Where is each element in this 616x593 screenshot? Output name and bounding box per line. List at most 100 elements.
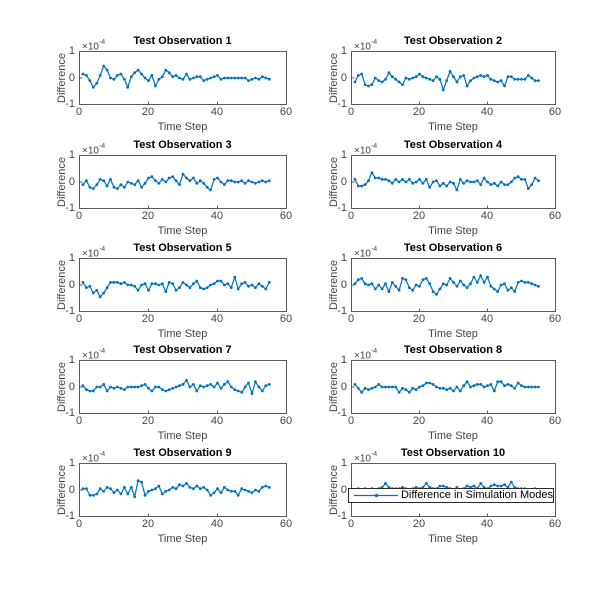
data-point-marker bbox=[247, 179, 250, 183]
y-tick-label: -1 bbox=[337, 510, 347, 522]
y-axis-exponent: ×10-4 bbox=[82, 451, 105, 464]
data-point-marker bbox=[363, 83, 367, 86]
y-exponent-base: ×10 bbox=[354, 145, 371, 157]
data-point-marker bbox=[438, 287, 442, 291]
data-point-marker bbox=[136, 479, 140, 483]
data-point-marker bbox=[229, 385, 233, 389]
data-point-marker bbox=[181, 172, 185, 176]
y-tick-label: -1 bbox=[65, 510, 75, 522]
data-point-marker bbox=[226, 179, 230, 183]
data-point-marker bbox=[353, 282, 357, 286]
data-point-marker bbox=[475, 75, 479, 79]
y-exponent-power: -4 bbox=[98, 143, 106, 150]
data-point-marker bbox=[136, 288, 140, 292]
legend-label: Difference in Simulation Modes bbox=[400, 489, 553, 501]
data-point-marker bbox=[102, 64, 106, 68]
data-point-marker bbox=[360, 390, 364, 394]
data-point-marker bbox=[370, 171, 374, 175]
data-point-marker bbox=[102, 291, 106, 295]
data-point-marker bbox=[212, 178, 216, 181]
y-tick-label: -1 bbox=[65, 202, 75, 214]
data-point-marker bbox=[88, 185, 92, 189]
data-point-marker bbox=[167, 71, 171, 75]
data-point-marker bbox=[195, 75, 199, 79]
data-point-marker bbox=[533, 79, 537, 82]
data-point-marker bbox=[85, 487, 88, 491]
data-point-marker bbox=[431, 290, 435, 293]
data-point-marker bbox=[147, 79, 150, 82]
x-tick-label: 40 bbox=[210, 415, 224, 427]
data-point-marker bbox=[537, 79, 540, 82]
data-point-marker bbox=[428, 282, 432, 286]
data-point-marker bbox=[435, 179, 438, 183]
data-point-marker bbox=[212, 385, 216, 389]
y-axis-exponent: ×10-4 bbox=[82, 39, 105, 52]
subplot-title: Test Observation 5 bbox=[133, 242, 232, 254]
data-point-marker bbox=[260, 486, 264, 489]
x-tick-label: 40 bbox=[480, 518, 494, 530]
data-point-marker bbox=[394, 284, 398, 288]
data-point-marker bbox=[387, 385, 391, 389]
data-point-marker bbox=[143, 181, 147, 185]
x-tick-label: 20 bbox=[141, 210, 155, 222]
y-exponent-base: ×10 bbox=[354, 248, 371, 260]
plot-area bbox=[351, 258, 556, 312]
data-point-marker bbox=[133, 183, 137, 186]
data-point-marker bbox=[209, 76, 213, 80]
plot-area bbox=[351, 360, 556, 414]
data-point-marker bbox=[509, 480, 513, 484]
data-point-marker bbox=[387, 71, 391, 75]
data-point-marker bbox=[95, 81, 99, 85]
data-point-marker bbox=[212, 75, 216, 79]
data-point-marker bbox=[370, 282, 374, 286]
data-point-marker bbox=[407, 390, 411, 394]
data-point-marker bbox=[414, 283, 418, 287]
data-point-marker bbox=[202, 287, 206, 291]
data-point-marker bbox=[223, 383, 226, 386]
data-point-marker bbox=[397, 80, 401, 84]
data-point-marker bbox=[428, 77, 432, 81]
data-point-marker bbox=[154, 487, 157, 491]
data-point-marker bbox=[458, 279, 462, 283]
data-point-marker bbox=[356, 278, 360, 282]
data-point-marker bbox=[441, 181, 445, 185]
data-point-marker bbox=[465, 484, 469, 488]
data-point-marker bbox=[462, 74, 466, 77]
data-point-marker bbox=[219, 180, 223, 184]
data-point-marker bbox=[431, 79, 435, 82]
data-point-marker bbox=[260, 389, 264, 393]
data-point-marker bbox=[520, 77, 523, 81]
data-point-marker bbox=[267, 77, 271, 81]
data-point-marker bbox=[129, 486, 133, 489]
x-axis-label: Time Step bbox=[157, 121, 208, 133]
data-point-marker bbox=[181, 77, 185, 81]
data-point-marker bbox=[250, 392, 254, 395]
data-point-marker bbox=[133, 284, 137, 288]
subplot-title: Test Observation 7 bbox=[133, 344, 232, 356]
data-point-marker bbox=[397, 180, 401, 184]
data-point-marker bbox=[506, 183, 510, 186]
data-point-marker bbox=[209, 283, 213, 287]
data-point-marker bbox=[88, 493, 92, 497]
data-point-marker bbox=[154, 84, 157, 88]
data-point-marker bbox=[157, 283, 161, 287]
data-point-marker bbox=[88, 79, 92, 82]
data-point-marker bbox=[185, 482, 188, 485]
y-exponent-base: ×10 bbox=[82, 453, 99, 465]
data-point-marker bbox=[492, 79, 496, 82]
data-point-marker bbox=[119, 183, 123, 186]
data-point-marker bbox=[353, 383, 357, 386]
data-point-marker bbox=[102, 383, 106, 386]
data-point-marker bbox=[119, 386, 123, 390]
data-point-marker bbox=[240, 487, 244, 491]
data-point-marker bbox=[360, 277, 364, 280]
data-point-marker bbox=[516, 381, 520, 385]
data-point-marker bbox=[150, 389, 154, 393]
data-point-marker bbox=[112, 77, 116, 81]
y-axis-exponent: ×10-4 bbox=[354, 246, 377, 259]
data-point-marker bbox=[178, 76, 181, 80]
data-point-marker bbox=[264, 484, 268, 488]
data-point-marker bbox=[174, 74, 178, 77]
data-point-marker bbox=[119, 282, 123, 286]
data-point-marker bbox=[209, 383, 213, 386]
